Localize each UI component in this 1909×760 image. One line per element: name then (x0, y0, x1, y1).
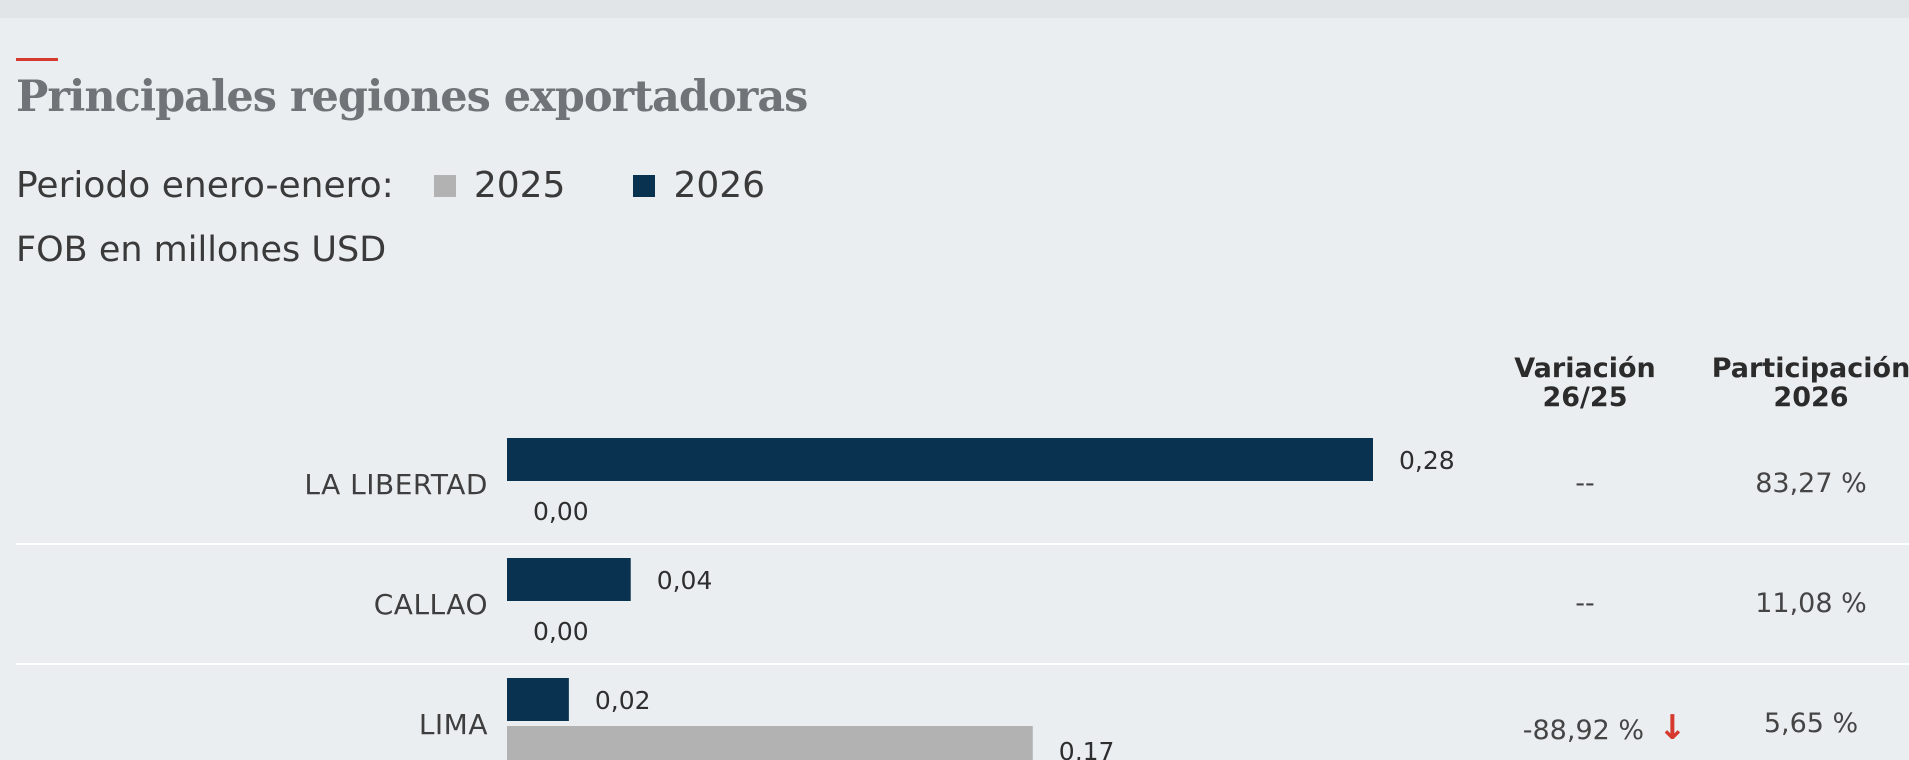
bar-2026 (507, 558, 631, 601)
bar-2026 (507, 438, 1373, 481)
data-label-2025: 0,00 (533, 497, 589, 526)
share-value: 83,27 % (1755, 468, 1867, 499)
variation-text: -88,92 % (1522, 715, 1645, 746)
data-label-2026: 0,28 (1399, 446, 1455, 475)
variation-value: -- (1575, 468, 1595, 499)
share-value: 11,08 % (1755, 588, 1867, 619)
legend-swatch-2026 (633, 174, 656, 197)
top-band (0, 0, 1909, 18)
category-label: LA LIBERTAD (304, 468, 488, 501)
data-label-2025: 0,00 (533, 617, 589, 646)
legend-item-2025: 2025 (433, 165, 566, 206)
bar-2026 (507, 678, 569, 721)
arrow-down-icon: ↓ (1658, 708, 1687, 748)
data-label-2026: 0,04 (657, 566, 713, 595)
variation-text: -- (1575, 468, 1595, 499)
data-label-2025: 0,17 (1059, 737, 1115, 760)
data-label-2026: 0,02 (595, 686, 651, 715)
category-label: LIMA (418, 708, 488, 741)
unit-label: FOB en millones USD (16, 230, 387, 270)
legend-item-2026: 2026 (633, 165, 765, 206)
row-separator (16, 543, 1909, 545)
variation-text: -- (1575, 588, 1595, 619)
category-label: CALLAO (373, 588, 488, 621)
variation-value: -88,92 % ↓ (1523, 708, 1687, 748)
column-header-share-line2: 2026 (1773, 382, 1849, 413)
bar-2025 (507, 726, 1033, 760)
row-separator (16, 663, 1909, 665)
title-accent-line (16, 58, 58, 61)
legend: Periodo enero-enero: 2025 2026 (16, 165, 765, 206)
share-value: 5,65 % (1763, 708, 1859, 739)
legend-swatch-2025 (433, 174, 456, 197)
legend-prefix: Periodo enero-enero: (16, 165, 394, 206)
column-header-variation: Variación 26/25 (1514, 354, 1655, 412)
variation-value: -- (1575, 588, 1595, 619)
column-header-variation-line2: 26/25 (1542, 382, 1628, 413)
chart-title: Principales regiones exportadoras (16, 72, 808, 122)
legend-label-2026: 2026 (673, 165, 766, 206)
column-header-share: Participación 2026 (1712, 354, 1909, 412)
legend-label-2025: 2025 (473, 165, 566, 206)
column-header-share-line1: Participación (1711, 353, 1909, 384)
column-header-variation-line1: Variación (1514, 353, 1656, 384)
